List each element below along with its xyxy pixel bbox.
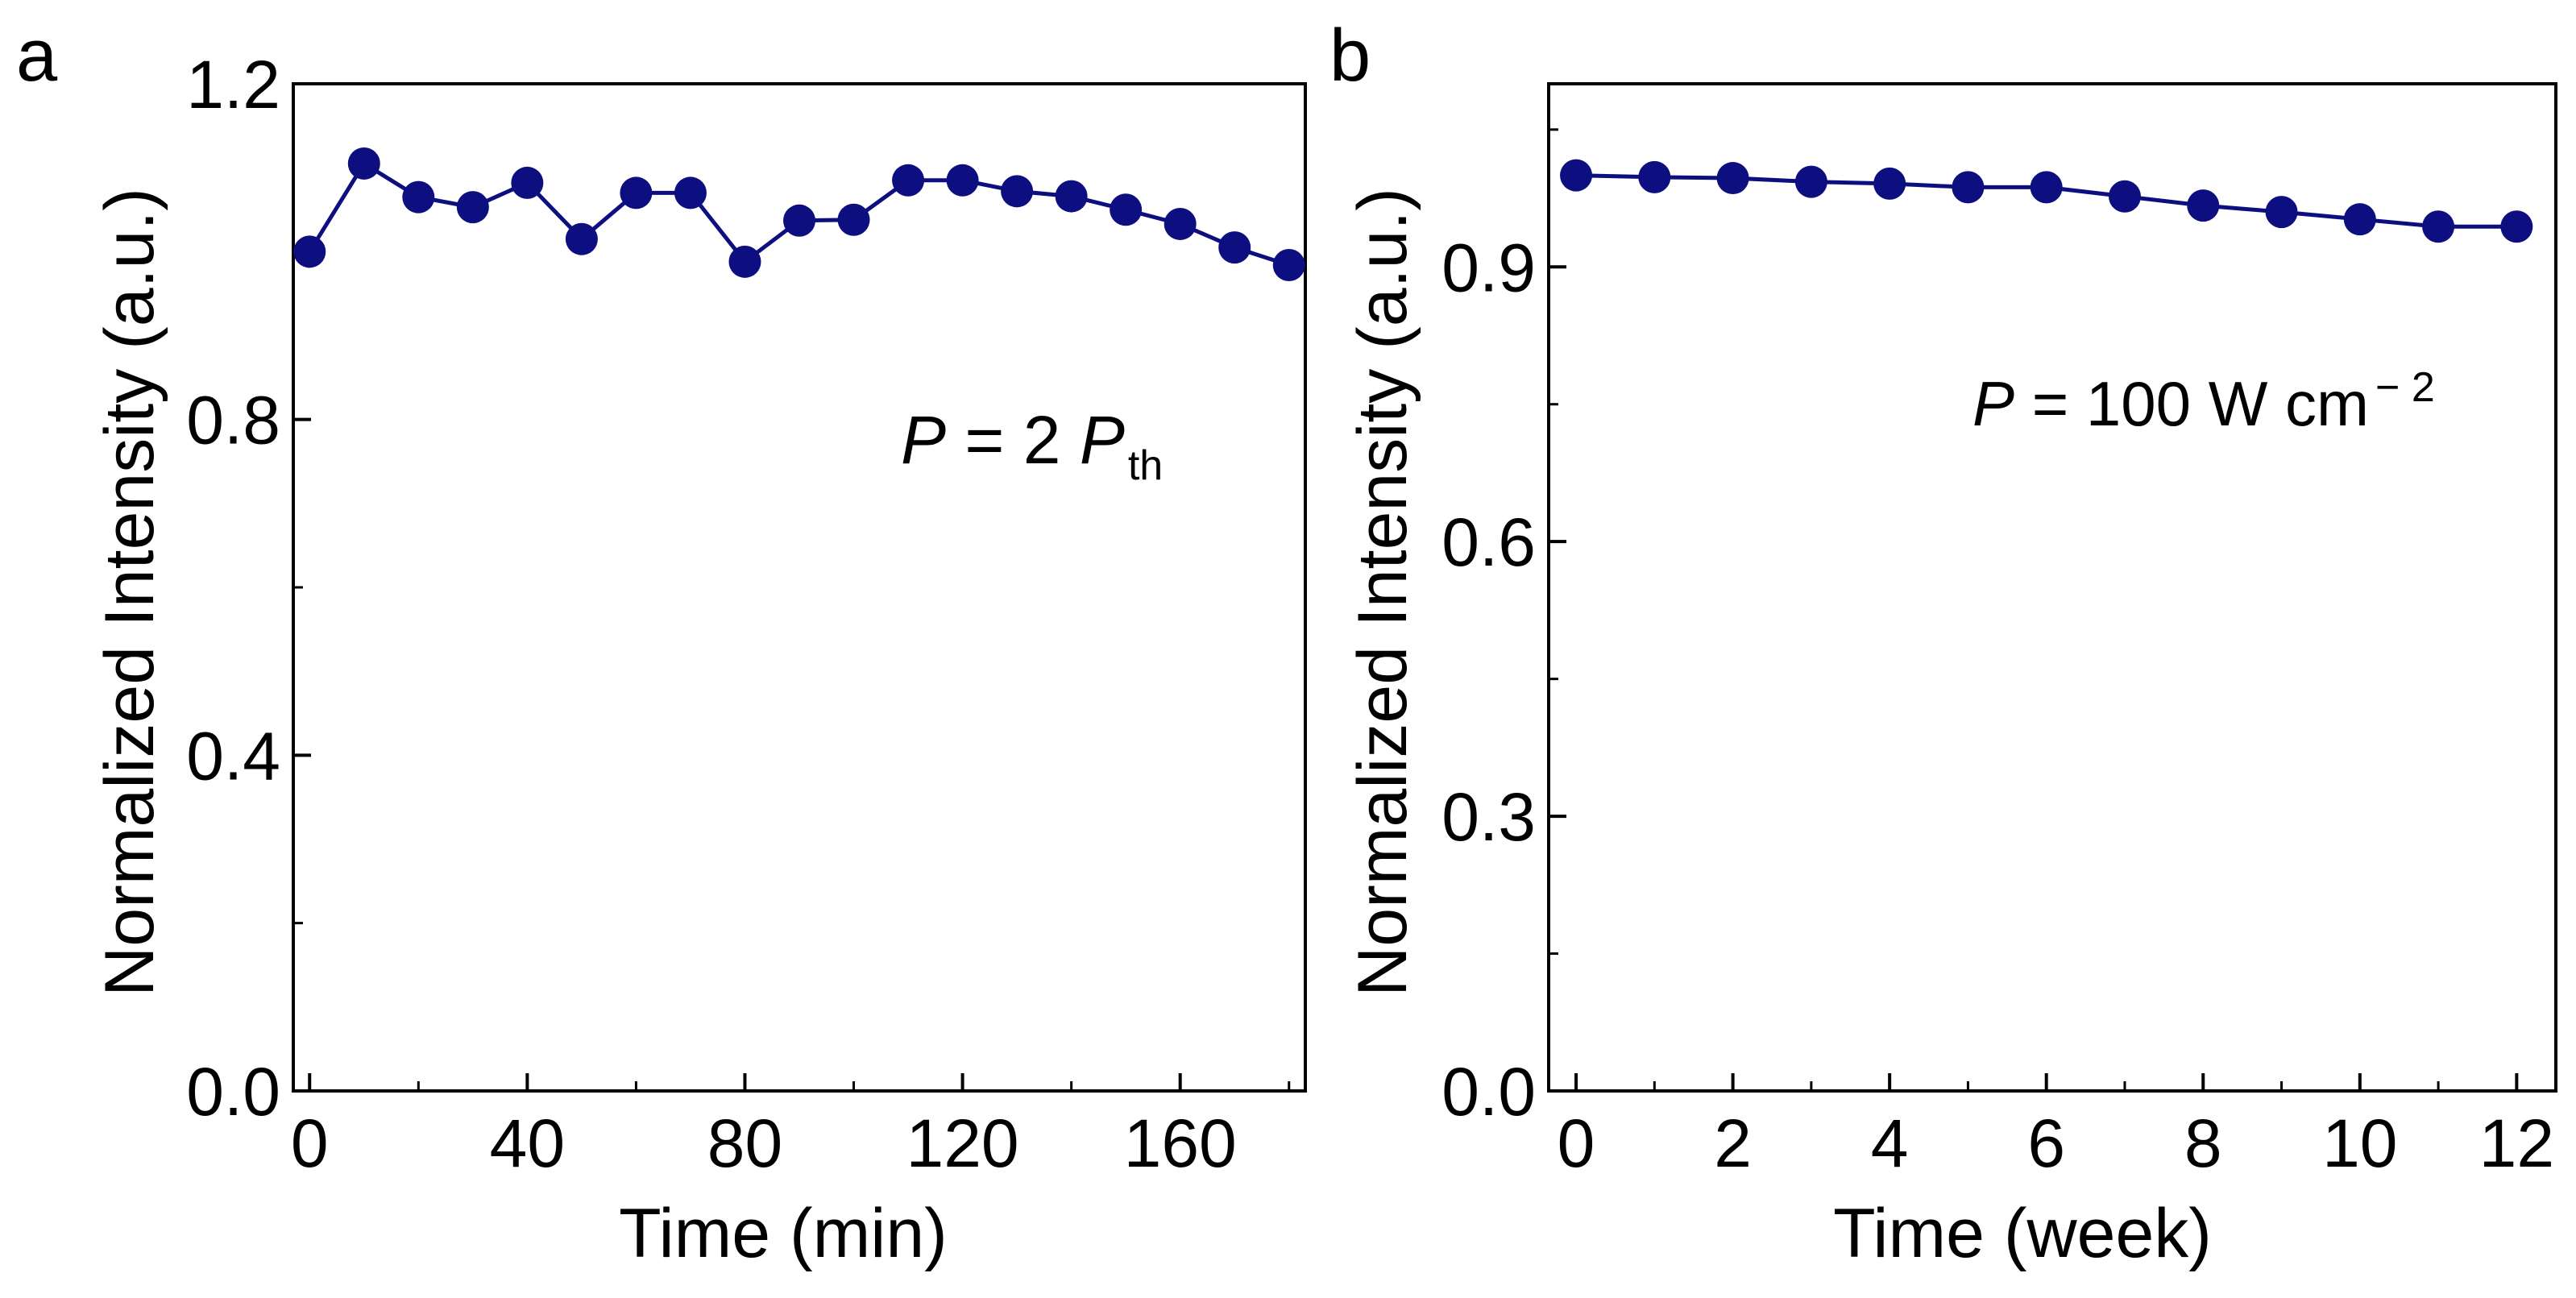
- panel-a-chart: a 0 40 80 120 160 0.0 0.4 0.8 1.2 Time (min) Nor…: [16, 15, 1307, 1272]
- panel-b-data-point: [2187, 189, 2220, 222]
- panel-a-series: [293, 147, 1305, 281]
- panel-a-y-tick-label: 0.4: [186, 718, 280, 794]
- panel-b-data-point: [2030, 171, 2063, 204]
- panel-a-axes: 0 40 80 120 160 0.0 0.4 0.8 1.2: [186, 47, 1307, 1181]
- panel-a-y-axis-label: Normalized Intensity (a.u.): [91, 188, 168, 997]
- panel-a-data-point: [511, 166, 544, 199]
- panel-b-frame: [1547, 82, 2557, 1093]
- panel-a-data-point: [728, 245, 761, 278]
- panel-a-data-point: [456, 191, 489, 224]
- panel-b-x-axis-label: Time (week): [1833, 1195, 2212, 1272]
- panel-b-y-tick-label: 0.0: [1441, 1054, 1536, 1130]
- panel-b-x-tick-label: 2: [1714, 1105, 1752, 1181]
- panel-b-x-tick-label: 12: [2479, 1105, 2554, 1181]
- panel-b-data-point: [1716, 162, 1749, 195]
- panel-a-data-point: [402, 180, 435, 214]
- panel-a-data-point: [565, 222, 598, 255]
- panel-b-data-point: [2265, 196, 2298, 229]
- panel-b-power-annotation: P = 100 W cm − 2: [1972, 364, 2435, 439]
- panel-b-data-point: [2422, 210, 2455, 243]
- panel-a-x-axis-label: Time (min): [619, 1195, 948, 1272]
- panel-b-data-point: [1873, 167, 1906, 200]
- panel-a-data-point: [1272, 249, 1305, 281]
- panel-b-annotation-p: P: [1972, 368, 2014, 439]
- panel-a-y-tick-label: 0.8: [186, 383, 280, 458]
- panel-a-power-annotation: P = 2 Pth: [901, 402, 1163, 489]
- panel-a-annotation-p2: P: [1080, 402, 1125, 478]
- panel-a-data-point: [293, 235, 326, 268]
- panel-a-data-point: [946, 164, 979, 197]
- panel-b-data-point: [2343, 203, 2376, 236]
- panel-a-data-point: [1001, 175, 1034, 208]
- panel-b-annotation-sup: − 2: [2375, 364, 2435, 411]
- panel-b-y-tick-label: 0.6: [1441, 504, 1536, 580]
- panel-b-y-axis-label: Normalized Intensity (a.u.): [1344, 188, 1421, 997]
- panel-a-y-tick-label: 0.0: [186, 1054, 280, 1130]
- panel-a-x-tick-label: 160: [1124, 1105, 1237, 1181]
- panel-a-x-tick-label: 80: [707, 1105, 782, 1181]
- panel-b-series: [1560, 159, 2533, 243]
- panel-a-data-point: [674, 176, 707, 209]
- panel-b-y-tick-label: 0.9: [1441, 230, 1536, 305]
- panel-a-data-point: [347, 147, 380, 180]
- panel-a-data-point: [1055, 180, 1088, 213]
- panel-a-x-tick-label: 40: [490, 1105, 565, 1181]
- panel-a-annotation-text: = 2: [946, 402, 1080, 478]
- panel-a-data-point: [837, 203, 870, 236]
- panel-a-annotation-sub: th: [1128, 442, 1163, 489]
- panel-b-label: b: [1329, 15, 1371, 97]
- panel-a-data-point: [1110, 193, 1143, 226]
- panel-a-data-point: [620, 176, 653, 209]
- panel-b-data-point: [2500, 210, 2533, 243]
- panel-b-axes: 0 2 4 6 8 10 12 0.0 0.3 0.6 0.9: [1441, 82, 2557, 1181]
- panel-b-chart: b 0 2 4 6 8 10 12 0.0 0.3 0.6 0.9 Time (week) Norm…: [1329, 15, 2557, 1272]
- panel-b-x-tick-label: 8: [2184, 1105, 2222, 1181]
- panel-a-data-point: [783, 204, 815, 237]
- panel-a-x-tick-label: 0: [291, 1105, 329, 1181]
- panel-a-y-tick-label: 1.2: [186, 47, 280, 122]
- panel-b-x-tick-label: 0: [1558, 1105, 1595, 1181]
- panel-b-data-point: [2108, 180, 2141, 213]
- panel-b-data-point: [1638, 160, 1671, 193]
- panel-b-y-tick-label: 0.3: [1441, 779, 1536, 855]
- panel-a-data-point: [1218, 231, 1251, 264]
- panel-b-x-tick-label: 6: [2027, 1105, 2065, 1181]
- panel-a-data-point: [892, 164, 925, 197]
- panel-a-data-point: [1164, 207, 1197, 240]
- panel-b-x-tick-label: 4: [1871, 1105, 1909, 1181]
- panel-b-data-point: [1560, 159, 1593, 192]
- panel-a-label: a: [16, 15, 58, 97]
- panel-b-data-point: [1952, 171, 1985, 204]
- panel-b-annotation-text: = 100 W cm: [2014, 368, 2369, 439]
- panel-b-x-tick-label: 10: [2322, 1105, 2397, 1181]
- panel-a-annotation-p: P: [901, 402, 946, 478]
- panel-b-data-point: [1794, 165, 1827, 198]
- panel-a-x-tick-label: 120: [906, 1105, 1019, 1181]
